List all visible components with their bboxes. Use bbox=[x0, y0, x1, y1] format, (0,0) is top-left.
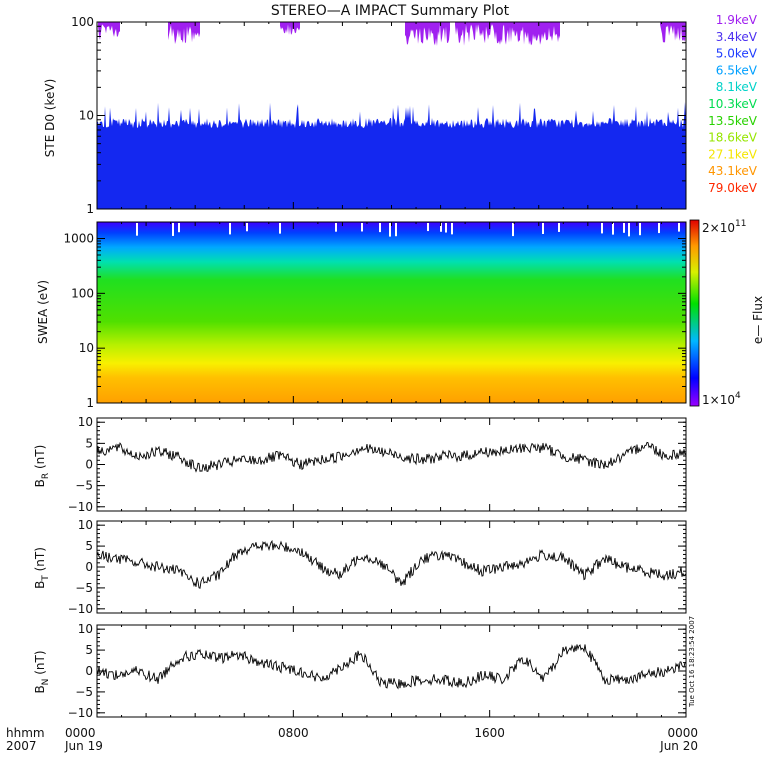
swea-spike bbox=[379, 223, 381, 233]
ste-legend-item: 79.0keV bbox=[708, 181, 758, 195]
bt-trace bbox=[97, 539, 686, 589]
swea-ylabel: SWEA (eV) bbox=[36, 280, 50, 344]
bn-ytick-label: 0 bbox=[85, 664, 93, 678]
br-ylabel: BR (nT) bbox=[33, 445, 51, 488]
swea-ytick-label: 10 bbox=[79, 341, 94, 355]
bt-ytick-label: 10 bbox=[78, 518, 93, 532]
ste-legend: 1.9keV 3.4keV 5.0keV 6.5keV 8.1keV 10.3keV 13.… bbox=[708, 13, 758, 195]
ste-low-energy-trace bbox=[97, 102, 686, 209]
ste-legend-item: 1.9keV bbox=[716, 13, 758, 27]
bt-ytick-label: 5 bbox=[85, 539, 93, 553]
bn-ytick-label: −10 bbox=[68, 706, 93, 720]
swea-ytick-label: 1000 bbox=[63, 232, 94, 246]
br-ytick-label: −5 bbox=[75, 479, 93, 493]
swea-spike bbox=[246, 223, 248, 232]
swea-spike bbox=[451, 223, 453, 235]
br-ytick-label: 10 bbox=[78, 415, 93, 429]
bn-panel: 10 5 0 −5 −10 BN (nT) Tue Oct 16 18:23:54 20… bbox=[33, 616, 696, 720]
bt-ytick-label: −5 bbox=[75, 581, 93, 595]
swea-spike bbox=[440, 223, 442, 232]
swea-spike bbox=[558, 223, 560, 232]
br-trace bbox=[97, 441, 686, 473]
ste-legend-item: 5.0keV bbox=[716, 47, 758, 61]
bn-ylabel: BN (nT) bbox=[33, 650, 51, 693]
x-tick-label: 0800 bbox=[278, 726, 309, 740]
swea-spike bbox=[445, 223, 447, 233]
ste-legend-item: 43.1keV bbox=[708, 164, 758, 178]
ste-ytick-label: 100 bbox=[71, 15, 94, 29]
bn-ytick-label: 5 bbox=[85, 643, 93, 657]
generation-timestamp: Tue Oct 16 18:23:54 2007 bbox=[688, 616, 696, 708]
swea-spike bbox=[389, 223, 391, 237]
swea-spike bbox=[678, 223, 680, 232]
swea-spike bbox=[658, 223, 660, 234]
ste-panel: 1 10 100 STE D0 (keV) 1.9keV 3.4keV 5.0keV 6.… bbox=[43, 13, 758, 216]
swea-spike bbox=[639, 223, 641, 236]
swea-spike bbox=[172, 223, 174, 236]
ste-legend-item: 18.6keV bbox=[708, 131, 758, 145]
swea-spike bbox=[178, 223, 180, 233]
ste-ytick-label: 1 bbox=[86, 202, 94, 216]
ste-legend-item: 6.5keV bbox=[716, 63, 758, 77]
xaxis-row1-label: hhmm bbox=[6, 726, 45, 740]
colorbar-label: e— Flux bbox=[751, 296, 765, 344]
swea-spectrogram bbox=[97, 222, 686, 403]
swea-spikes bbox=[136, 223, 680, 237]
ste-legend-item: 3.4keV bbox=[716, 30, 758, 44]
colorbar-min-label: 1×104 bbox=[702, 391, 741, 407]
swea-spike bbox=[229, 223, 231, 235]
swea-panel: 1 10 100 1000 SWEA (eV) 2×1011 1×104 e— Flu… bbox=[36, 219, 765, 410]
ste-legend-item: 27.1keV bbox=[708, 147, 758, 161]
ste-legend-item: 10.3keV bbox=[708, 97, 758, 111]
colorbar bbox=[689, 219, 700, 407]
ste-legend-item: 13.5keV bbox=[708, 114, 758, 128]
swea-spike bbox=[512, 223, 514, 237]
ste-legend-item: 8.1keV bbox=[716, 80, 758, 94]
bt-ytick-label: −10 bbox=[68, 602, 93, 616]
swea-spike bbox=[279, 223, 281, 234]
ste-ylabel: STE D0 (keV) bbox=[43, 79, 57, 158]
br-ytick-label: −10 bbox=[68, 500, 93, 514]
br-ytick-label: 0 bbox=[85, 458, 93, 472]
ste-ytick-label: 10 bbox=[79, 109, 94, 123]
x-tick-date: Jun 20 bbox=[659, 739, 698, 753]
swea-spike bbox=[395, 223, 397, 237]
bn-trace bbox=[97, 644, 686, 690]
bt-panel: 10 5 0 −5 −10 BT (nT) bbox=[33, 518, 687, 616]
br-ytick-label: 5 bbox=[85, 436, 93, 450]
xaxis-row2-label: 2007 bbox=[6, 739, 37, 753]
swea-spike bbox=[542, 223, 544, 235]
swea-spike bbox=[628, 223, 630, 237]
swea-spike bbox=[136, 223, 138, 236]
plot-title: STEREO—A IMPACT Summary Plot bbox=[271, 3, 510, 19]
x-tick-label: 1600 bbox=[474, 726, 505, 740]
swea-ytick-label: 1 bbox=[86, 396, 94, 410]
swea-spike bbox=[623, 223, 625, 233]
br-panel: 10 5 0 −5 −10 BR (nT) bbox=[33, 415, 687, 514]
swea-spike bbox=[427, 223, 429, 232]
colorbar-max-label: 2×1011 bbox=[702, 219, 746, 235]
bt-ytick-label: 0 bbox=[85, 560, 93, 574]
swea-spike bbox=[612, 223, 614, 235]
x-tick-date: Jun 19 bbox=[64, 739, 103, 753]
swea-spike bbox=[601, 223, 603, 234]
bn-ytick-label: 10 bbox=[78, 622, 93, 636]
bt-ylabel: BT (nT) bbox=[33, 547, 51, 589]
x-tick-label: 0000 bbox=[65, 726, 96, 740]
bn-frame bbox=[96, 624, 687, 718]
bn-ytick-label: −5 bbox=[75, 685, 93, 699]
x-tick-label: 0000 bbox=[667, 726, 698, 740]
swea-spike bbox=[361, 223, 363, 232]
swea-ytick-label: 100 bbox=[71, 286, 94, 300]
ste-violet-trace bbox=[98, 22, 686, 46]
swea-spike bbox=[335, 223, 337, 232]
